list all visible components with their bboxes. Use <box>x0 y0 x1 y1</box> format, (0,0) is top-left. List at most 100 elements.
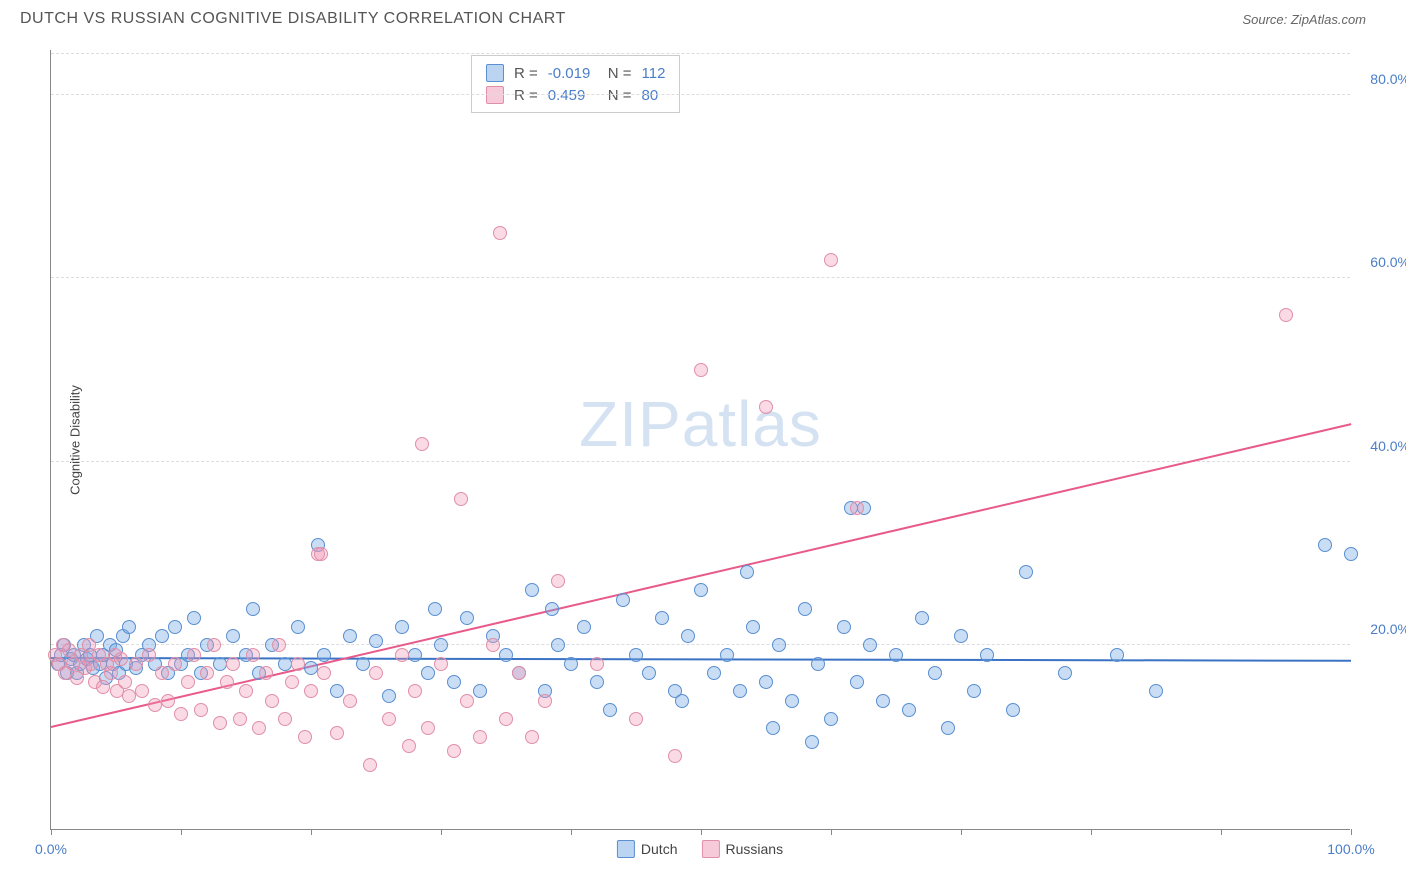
y-tick-label: 80.0% <box>1370 71 1406 87</box>
data-point <box>194 703 208 717</box>
data-point <box>122 689 136 703</box>
data-point <box>915 611 929 625</box>
x-tick <box>1221 829 1222 835</box>
data-point <box>343 629 357 643</box>
data-point <box>694 583 708 597</box>
data-point <box>330 684 344 698</box>
data-point <box>642 666 656 680</box>
data-point <box>675 694 689 708</box>
data-point <box>395 648 409 662</box>
data-point <box>499 712 513 726</box>
swatch-icon <box>486 64 504 82</box>
data-point <box>629 712 643 726</box>
data-point <box>298 730 312 744</box>
data-point <box>434 657 448 671</box>
data-point <box>551 574 565 588</box>
data-point <box>168 620 182 634</box>
data-point <box>1318 538 1332 552</box>
x-tick <box>961 829 962 835</box>
x-tick <box>181 829 182 835</box>
data-point <box>259 666 273 680</box>
data-point <box>1149 684 1163 698</box>
trendline-russians <box>51 423 1351 728</box>
swatch-icon <box>617 840 635 858</box>
data-point <box>740 565 754 579</box>
data-point <box>590 675 604 689</box>
data-point <box>1279 308 1293 322</box>
data-point <box>1058 666 1072 680</box>
data-point <box>213 716 227 730</box>
data-point <box>707 666 721 680</box>
data-point <box>980 648 994 662</box>
gridline <box>51 53 1350 54</box>
data-point <box>525 730 539 744</box>
y-tick-label: 20.0% <box>1370 621 1406 637</box>
data-point <box>681 629 695 643</box>
stats-row-dutch: R = -0.019 N = 112 <box>486 62 665 84</box>
data-point <box>603 703 617 717</box>
data-point <box>114 652 128 666</box>
plot-area: ZIPatlas R = -0.019 N = 112 R = 0.459 N … <box>50 50 1350 830</box>
data-point <box>512 666 526 680</box>
data-point <box>233 712 247 726</box>
data-point <box>415 437 429 451</box>
x-tick <box>1351 829 1352 835</box>
data-point <box>408 684 422 698</box>
data-point <box>314 547 328 561</box>
y-tick-label: 60.0% <box>1370 254 1406 270</box>
data-point <box>239 684 253 698</box>
data-point <box>538 694 552 708</box>
swatch-icon <box>486 86 504 104</box>
data-point <box>629 648 643 662</box>
data-point <box>168 657 182 671</box>
data-point <box>1110 648 1124 662</box>
legend-item-dutch: Dutch <box>617 840 678 858</box>
data-point <box>317 648 331 662</box>
data-point <box>850 501 864 515</box>
data-point <box>616 593 630 607</box>
data-point <box>863 638 877 652</box>
data-point <box>207 638 221 652</box>
data-point <box>824 712 838 726</box>
data-point <box>1344 547 1358 561</box>
data-point <box>135 684 149 698</box>
data-point <box>142 648 156 662</box>
data-point <box>104 666 118 680</box>
watermark: ZIPatlas <box>579 387 822 461</box>
data-point <box>798 602 812 616</box>
data-point <box>291 620 305 634</box>
data-point <box>928 666 942 680</box>
data-point <box>395 620 409 634</box>
source-label: Source: ZipAtlas.com <box>1242 12 1366 27</box>
data-point <box>428 602 442 616</box>
data-point <box>421 666 435 680</box>
gridline <box>51 94 1350 95</box>
x-tick <box>311 829 312 835</box>
data-point <box>213 657 227 671</box>
y-tick-label: 40.0% <box>1370 438 1406 454</box>
data-point <box>187 648 201 662</box>
gridline <box>51 461 1350 462</box>
data-point <box>363 758 377 772</box>
data-point <box>460 694 474 708</box>
x-tick <box>1091 829 1092 835</box>
data-point <box>317 666 331 680</box>
data-point <box>746 620 760 634</box>
x-tick <box>701 829 702 835</box>
data-point <box>493 226 507 240</box>
data-point <box>304 661 318 675</box>
data-point <box>889 648 903 662</box>
data-point <box>720 648 734 662</box>
data-point <box>382 689 396 703</box>
data-point <box>122 620 136 634</box>
data-point <box>954 629 968 643</box>
legend-bottom: Dutch Russians <box>617 840 783 858</box>
data-point <box>454 492 468 506</box>
data-point <box>408 648 422 662</box>
data-point <box>200 666 214 680</box>
data-point <box>733 684 747 698</box>
data-point <box>824 253 838 267</box>
data-point <box>564 657 578 671</box>
data-point <box>694 363 708 377</box>
data-point <box>148 698 162 712</box>
